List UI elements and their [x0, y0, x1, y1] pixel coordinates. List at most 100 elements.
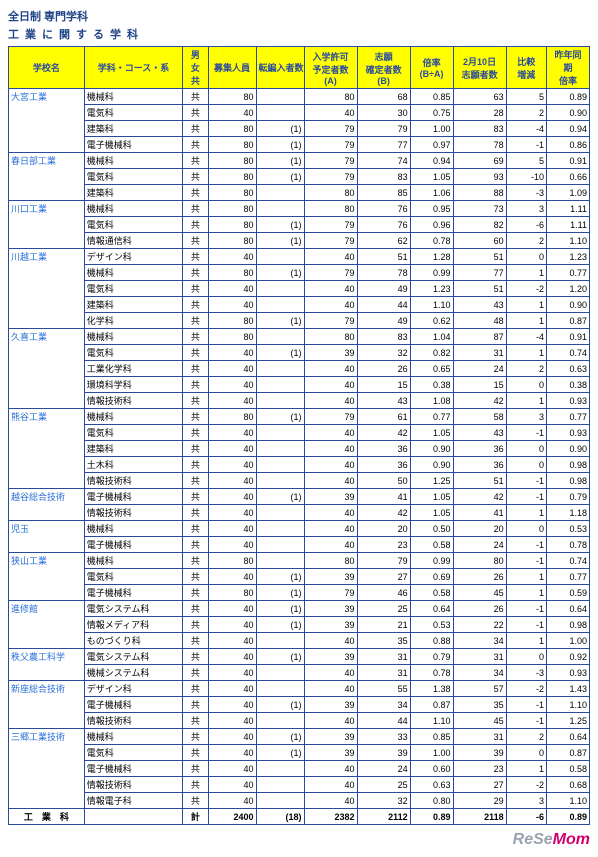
cell: 0.74	[547, 345, 590, 361]
cell: 0	[506, 377, 546, 393]
table-row: 建築科共8080851.0688-31.09	[9, 185, 590, 201]
cell: 28	[453, 105, 506, 121]
cell: 0.74	[547, 553, 590, 569]
cell: 0.63	[410, 777, 453, 793]
cell: 共	[183, 153, 208, 169]
cell: 工業化学科	[84, 361, 183, 377]
cell: 80	[304, 89, 357, 105]
school-name-cell: 児玉	[9, 521, 85, 553]
cell: 40	[208, 297, 256, 313]
cell: 1.04	[410, 329, 453, 345]
table-row: 進修館電気システム科共40(1)39250.6426-10.64	[9, 601, 590, 617]
table-row: 情報電子科共4040320.802931.10	[9, 793, 590, 809]
cell: 24	[453, 361, 506, 377]
cell: 40	[304, 473, 357, 489]
cell	[256, 393, 304, 409]
cell: デザイン科	[84, 249, 183, 265]
cell: 0.98	[547, 617, 590, 633]
cell: 40	[304, 377, 357, 393]
cell: 73	[453, 201, 506, 217]
cell: 39	[357, 745, 410, 761]
cell: -1	[506, 425, 546, 441]
table-row: 電気科共80(1)79831.0593-100.66	[9, 169, 590, 185]
cell: 1	[506, 633, 546, 649]
cell: 68	[357, 89, 410, 105]
cell: -6	[506, 217, 546, 233]
cell: 共	[183, 345, 208, 361]
cell: 33	[357, 729, 410, 745]
cell: 30	[357, 105, 410, 121]
cell: 共	[183, 89, 208, 105]
cell: 34	[357, 697, 410, 713]
cell: 15	[453, 377, 506, 393]
cell: 22	[453, 617, 506, 633]
cell: -1	[506, 553, 546, 569]
cell: 1.11	[547, 201, 590, 217]
cell: 1.38	[410, 681, 453, 697]
cell: 電気科	[84, 105, 183, 121]
table-row: 電気科共40(1)39270.692610.77	[9, 569, 590, 585]
cell: 0.60	[410, 761, 453, 777]
cell: 36	[357, 441, 410, 457]
cell: 15	[357, 377, 410, 393]
cell: 36	[453, 441, 506, 457]
cell: 80	[304, 201, 357, 217]
cell: 0.59	[547, 585, 590, 601]
cell: 0.79	[547, 489, 590, 505]
cell: 0	[506, 521, 546, 537]
cell: 0.77	[547, 409, 590, 425]
cell: 24	[357, 761, 410, 777]
table-row: 春日部工業機械科共80(1)79740.946950.91	[9, 153, 590, 169]
cell: 40	[304, 665, 357, 681]
total-row: 工 業 科計2400(18)238221120.892118-60.89	[9, 809, 590, 825]
cell: 1.20	[547, 281, 590, 297]
school-name-cell: 進修館	[9, 601, 85, 649]
cell: -1	[506, 489, 546, 505]
cell: 79	[304, 217, 357, 233]
cell: 共	[183, 297, 208, 313]
cell: 26	[453, 569, 506, 585]
cell	[256, 377, 304, 393]
table-row: 情報技術科共4040431.084210.93	[9, 393, 590, 409]
cell: 情報技術科	[84, 393, 183, 409]
table-row: 電子機械科共4040230.5824-10.78	[9, 537, 590, 553]
cell: 39	[304, 617, 357, 633]
cell: 31	[453, 649, 506, 665]
cell: -2	[506, 681, 546, 697]
cell: 40	[208, 601, 256, 617]
table-row: 電子機械科共40(1)39340.8735-11.10	[9, 697, 590, 713]
cell: 共	[183, 521, 208, 537]
cell	[256, 777, 304, 793]
cell: -4	[506, 121, 546, 137]
cell: 共	[183, 313, 208, 329]
cell: 31	[453, 729, 506, 745]
table-row: 工業化学科共4040260.652420.63	[9, 361, 590, 377]
table-row: 土木科共4040360.903600.98	[9, 457, 590, 473]
cell: (1)	[256, 409, 304, 425]
cell: 3	[506, 409, 546, 425]
total-cell: 2382	[304, 809, 357, 825]
cell: 共	[183, 601, 208, 617]
cell: 機械科	[84, 153, 183, 169]
cell: 0.78	[410, 665, 453, 681]
cell: 共	[183, 185, 208, 201]
cell: 40	[208, 249, 256, 265]
cell: 40	[208, 793, 256, 809]
table-row: ものづくり科共4040350.883411.00	[9, 633, 590, 649]
cell	[256, 297, 304, 313]
cell: 0.78	[410, 233, 453, 249]
table-row: 電気科共4040421.0543-10.93	[9, 425, 590, 441]
cell: 46	[357, 585, 410, 601]
cell: 49	[357, 281, 410, 297]
cell	[256, 505, 304, 521]
cell: 1.08	[410, 393, 453, 409]
cell: 1	[506, 585, 546, 601]
cell: 共	[183, 649, 208, 665]
cell: 80	[208, 313, 256, 329]
cell: 40	[304, 761, 357, 777]
cell: 79	[304, 313, 357, 329]
cell: 79	[304, 265, 357, 281]
total-cell: 2118	[453, 809, 506, 825]
cell: (1)	[256, 489, 304, 505]
cell: 40	[208, 729, 256, 745]
